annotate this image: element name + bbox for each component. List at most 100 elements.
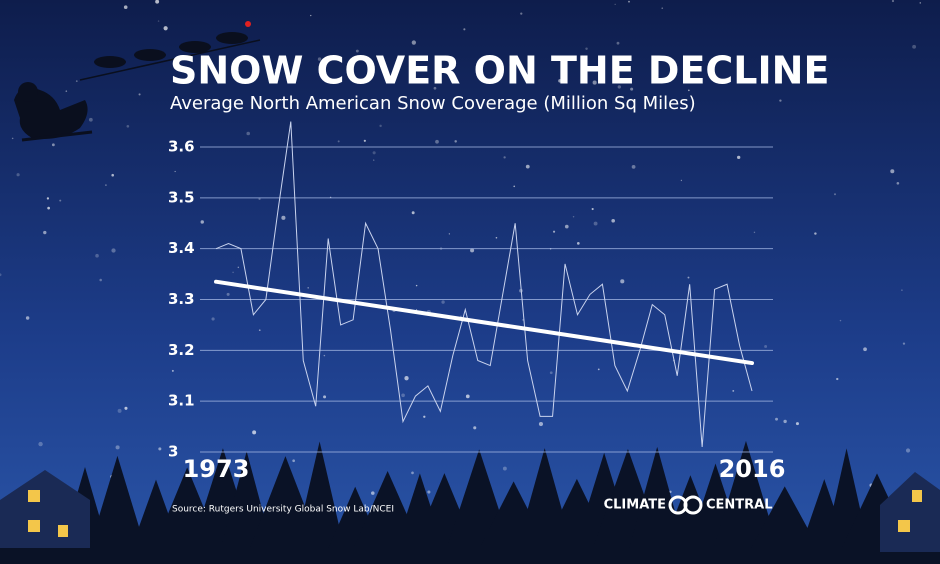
snowflake: [558, 79, 562, 83]
snowflake: [525, 164, 530, 169]
snowflake: [687, 276, 690, 279]
snowflake: [423, 415, 426, 418]
snowflake: [585, 47, 588, 50]
snowflake: [411, 471, 414, 475]
snowflake: [564, 224, 569, 229]
snowflake: [614, 3, 616, 5]
snowflake: [538, 421, 544, 427]
snowflake: [779, 99, 782, 102]
snowflake: [836, 377, 839, 381]
snowflake: [592, 80, 597, 85]
snowflake: [258, 329, 261, 331]
snowflake: [617, 85, 621, 89]
snowflake: [411, 40, 417, 45]
snowflake: [373, 159, 375, 161]
snowflake: [593, 221, 598, 226]
snowflake: [465, 394, 470, 399]
tree: [629, 446, 686, 548]
snowflake: [912, 44, 917, 49]
snowflake: [355, 49, 359, 53]
snowflake: [99, 278, 102, 282]
snowflake: [919, 2, 922, 4]
snowflake: [628, 0, 630, 3]
snowflake: [890, 169, 895, 174]
snowflake: [688, 89, 690, 92]
snowflake: [742, 76, 744, 78]
snowflake: [435, 139, 439, 144]
snowflake: [520, 12, 523, 15]
tree: [295, 441, 345, 548]
tree: [713, 440, 779, 548]
snowflake: [460, 315, 462, 318]
snowflake: [549, 371, 553, 375]
snowflake: [11, 137, 14, 140]
snowflake: [317, 57, 322, 61]
snowflake: [59, 199, 62, 202]
snowflake: [88, 117, 93, 122]
y-tick-label: 3.5: [168, 188, 195, 206]
snowflake: [115, 445, 120, 450]
snowflake: [630, 87, 634, 91]
snowflake: [126, 124, 130, 128]
snowflake: [237, 266, 240, 269]
snowflake: [896, 181, 900, 185]
snowflake: [310, 14, 312, 17]
snowflake: [105, 184, 107, 186]
snowflake: [661, 7, 664, 10]
snowflake: [581, 55, 584, 57]
snowflake: [404, 376, 409, 381]
snowflake: [502, 466, 507, 471]
snowflake: [839, 319, 842, 322]
snowflake: [171, 369, 174, 372]
snowflake: [834, 193, 837, 196]
snowflake: [138, 93, 141, 96]
snowflake: [795, 422, 799, 426]
snowflake: [415, 284, 418, 287]
logo-ring: [683, 495, 703, 515]
snowflake: [323, 354, 326, 357]
snowflake: [43, 230, 47, 235]
chart-title: SNOW COVER ON THE DECLINE: [170, 49, 829, 93]
snowflake: [905, 448, 911, 453]
snowflake: [753, 231, 756, 234]
snowflake: [337, 140, 340, 143]
snowflake: [111, 248, 116, 253]
snowflake: [47, 206, 50, 210]
ground: [0, 548, 940, 564]
y-tick-label: 3.1: [168, 392, 195, 410]
snowflake: [157, 20, 160, 22]
snowflake: [46, 197, 50, 200]
logo-text: CLIMATE: [604, 498, 666, 513]
chart-subtitle: Average North American Snow Coverage (Mi…: [170, 93, 696, 114]
snowflake: [513, 185, 516, 188]
snowflake: [576, 242, 580, 245]
snowflake: [597, 368, 600, 371]
x-tick-label: 1973: [183, 455, 250, 483]
snowflake: [123, 5, 128, 9]
snowflake: [274, 68, 277, 71]
snowflake: [901, 289, 903, 291]
snowflake: [211, 317, 215, 321]
snowflake: [0, 273, 2, 277]
x-tick-label: 2016: [719, 455, 786, 483]
y-tick-label: 3.3: [168, 290, 195, 308]
snowflake: [591, 207, 594, 211]
snowflake: [433, 86, 437, 90]
snowflake: [16, 173, 20, 177]
snowflake: [155, 0, 160, 4]
data-line: [215, 121, 753, 447]
snowflake: [553, 230, 556, 233]
snowflake: [158, 447, 162, 451]
snowflake: [503, 156, 506, 159]
snowflake: [764, 344, 768, 348]
snowflake: [51, 143, 55, 147]
snowflake: [775, 417, 778, 421]
snowflake: [323, 395, 327, 399]
logo-text: CENTRAL: [706, 498, 773, 513]
snowflake: [669, 490, 672, 494]
y-tick-label: 3.6: [168, 138, 195, 156]
snowflake: [281, 215, 286, 220]
tree: [751, 486, 819, 548]
snowflake: [616, 41, 620, 45]
